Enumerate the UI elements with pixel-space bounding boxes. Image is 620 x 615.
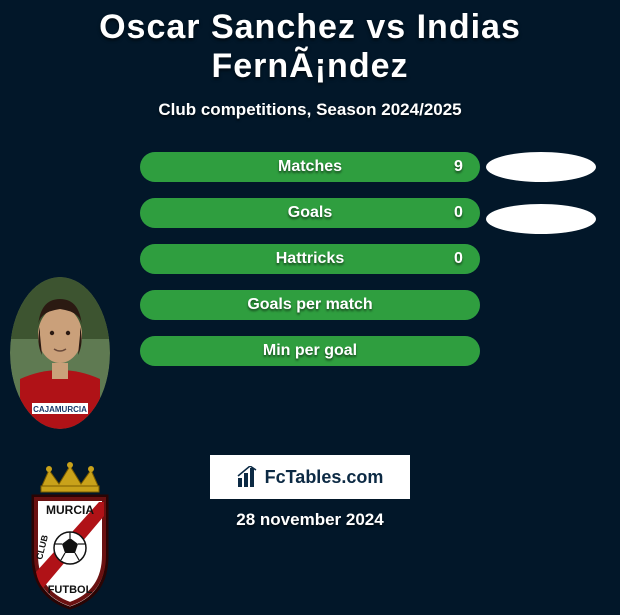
crown-icon — [41, 462, 99, 492]
player-photo-svg: CAJAMURCIA — [10, 277, 110, 429]
stat-row: Matches 9 — [140, 152, 480, 182]
player-photo: CAJAMURCIA — [10, 277, 110, 429]
page-title: Oscar Sanchez vs Indias FernÃ¡ndez — [0, 0, 620, 86]
right-ellipse — [486, 152, 596, 182]
club-badge-svg: MURCIA FUTBOL CLUB — [21, 460, 119, 610]
jersey-sponsor-text: CAJAMURCIA — [33, 405, 87, 414]
stat-label: Matches — [278, 158, 342, 176]
footer-brand: FcTables.com — [210, 455, 410, 499]
club-badge: MURCIA FUTBOL CLUB — [21, 460, 119, 610]
stat-label: Min per goal — [263, 342, 357, 360]
stat-value-left: 9 — [454, 158, 463, 176]
stat-row: Hattricks 0 — [140, 244, 480, 274]
stat-row: Goals 0 — [140, 198, 480, 228]
stat-row: Min per goal — [140, 336, 480, 366]
chart-icon — [237, 466, 259, 488]
page-subtitle: Club competitions, Season 2024/2025 — [0, 100, 620, 120]
stat-label: Goals per match — [247, 296, 372, 314]
club-name-bottom: FUTBOL — [48, 584, 93, 596]
right-ellipse — [486, 204, 596, 234]
stat-row: Goals per match — [140, 290, 480, 320]
stat-value-left: 0 — [454, 250, 463, 268]
footer-date: 28 november 2024 — [0, 510, 620, 530]
stat-label: Hattricks — [276, 250, 344, 268]
footer-brand-text: FcTables.com — [265, 467, 384, 488]
stat-label: Goals — [288, 204, 332, 222]
stat-value-left: 0 — [454, 204, 463, 222]
